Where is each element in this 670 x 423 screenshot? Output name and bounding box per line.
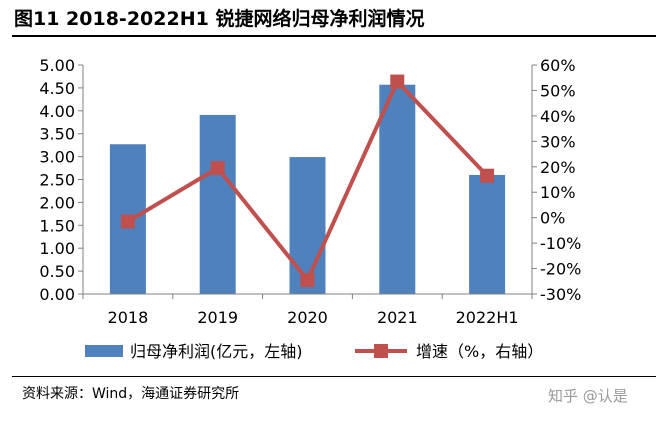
bar-2019 [199,114,236,294]
right-tick-label: 40% [540,107,576,126]
legend-bar-label: 归母净利润(亿元，左轴) [130,342,303,361]
growth-marker-2022H1 [480,168,495,183]
right-tick-label: 20% [540,158,576,177]
left-tick-label: 1.00 [39,239,75,258]
legend-line-marker [374,344,388,358]
left-tick-label: 0.00 [39,285,75,304]
legend-bar-swatch [85,345,123,357]
right-tick-label: 50% [540,81,576,100]
right-tick-label: 60% [540,56,576,75]
right-tick-label: 10% [540,183,576,202]
left-tick-label: 3.50 [39,125,75,144]
left-tick-label: 0.50 [39,262,75,281]
left-tick-label: 1.50 [39,216,75,235]
right-tick-label: -20% [540,260,581,279]
right-tick-label: -10% [540,234,581,253]
bar-2021 [379,84,416,294]
right-tick-label: 0% [540,209,565,228]
x-tick-label: 2018 [108,308,149,327]
source-rule [12,376,656,377]
x-tick-label: 2022H1 [456,308,519,327]
bar-2020 [289,157,326,294]
growth-marker-2020 [300,273,315,288]
growth-marker-2019 [210,161,225,176]
growth-marker-2021 [390,74,405,89]
title-rule [12,35,656,37]
watermark: 知乎 @认是 [548,387,628,405]
growth-marker-2018 [120,214,135,229]
left-tick-label: 4.50 [39,79,75,98]
left-tick-label: 3.00 [39,148,75,167]
x-tick-label: 2020 [287,308,328,327]
bar-2022H1 [469,174,506,294]
x-tick-label: 2019 [197,308,238,327]
left-tick-label: 5.00 [39,56,75,75]
figure-title: 图11 2018-2022H1 锐捷网络归母净利润情况 [14,8,425,30]
x-tick-label: 2021 [377,308,418,327]
left-tick-label: 2.50 [39,171,75,190]
legend-line-label: 增速（%，右轴） [416,342,543,361]
left-tick-label: 4.00 [39,102,75,121]
right-tick-label: 30% [540,132,576,151]
source-note: 资料来源：Wind，海通证券研究所 [22,386,240,402]
right-tick-label: -30% [540,285,581,304]
left-tick-label: 2.00 [39,193,75,212]
